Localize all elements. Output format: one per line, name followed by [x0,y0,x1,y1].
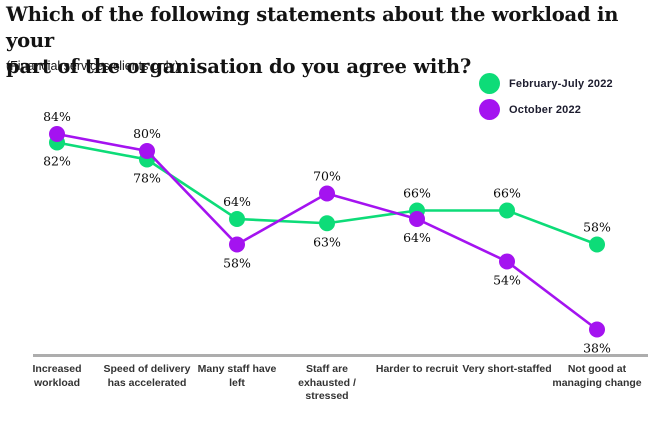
chart-title: Which of the following statements about … [6,2,626,80]
legend-swatch-purple-icon [479,99,500,120]
point-marker-october-2022-4 [409,211,425,227]
x-axis-label-increased-workload: Increased workload [32,363,82,389]
point-value-label: 84% [43,109,71,124]
chart-title-line1: Which of the following statements about … [6,3,619,52]
x-axis-label-staff-are-exhausted-stressed: Staff are exhausted / stressed [298,363,356,402]
point-marker-february-july-2022-2 [229,211,245,227]
chart-title-line2: part of the organisation do you agree wi… [6,55,472,78]
x-axis-label-many-staff-have-left: Many staff have left [197,363,277,389]
point-value-label: 63% [313,234,341,249]
point-value-label: 78% [133,171,161,186]
point-value-label: 82% [43,154,71,169]
legend: February-July 2022 October 2022 [479,72,613,121]
point-marker-october-2022-5 [499,253,515,270]
point-value-label: 66% [493,186,521,201]
point-value-label: 66% [403,186,431,201]
x-axis-label-harder-to-recruit: Harder to recruit [375,363,459,375]
point-marker-october-2022-2 [229,236,245,253]
legend-item-feb-july-2022: February-July 2022 [479,72,613,95]
point-value-label: 38% [583,341,611,356]
point-marker-february-july-2022-3 [319,215,335,232]
x-axis-labels: Increased workload Speed of delivery has … [12,363,642,404]
x-axis-label-speed-of-delivery-has-accelerated: Speed of delivery has accelerated [103,363,191,389]
chart-subtitle: (Financial services clients only) [6,59,179,73]
point-marker-october-2022-1 [139,143,155,159]
line-october-2022 [56,132,598,331]
legend-label-feb-july-2022: February-July 2022 [509,77,613,90]
x-axis-line [33,354,648,357]
legend-item-october-2022: October 2022 [479,98,613,121]
point-marker-october-2022-0 [49,126,65,142]
point-marker-february-july-2022-5 [499,202,515,219]
point-value-label: 80% [133,126,161,141]
point-value-label: 58% [583,220,611,235]
legend-label-october-2022: October 2022 [509,103,582,116]
point-value-label: 54% [493,273,521,288]
x-axis-label-very-short-staffed: Very short-staffed [462,363,552,375]
point-value-label: 64% [223,194,251,209]
point-value-label: 58% [223,256,251,271]
point-marker-october-2022-3 [319,185,335,202]
point-marker-february-july-2022-6 [589,236,605,253]
x-axis-label-not-good-at-managing-change: Not good at managing change [552,363,642,389]
legend-swatch-green-icon [479,73,500,94]
point-value-label: 64% [403,230,431,245]
point-marker-october-2022-6 [589,321,605,338]
point-value-label: 70% [313,169,341,184]
